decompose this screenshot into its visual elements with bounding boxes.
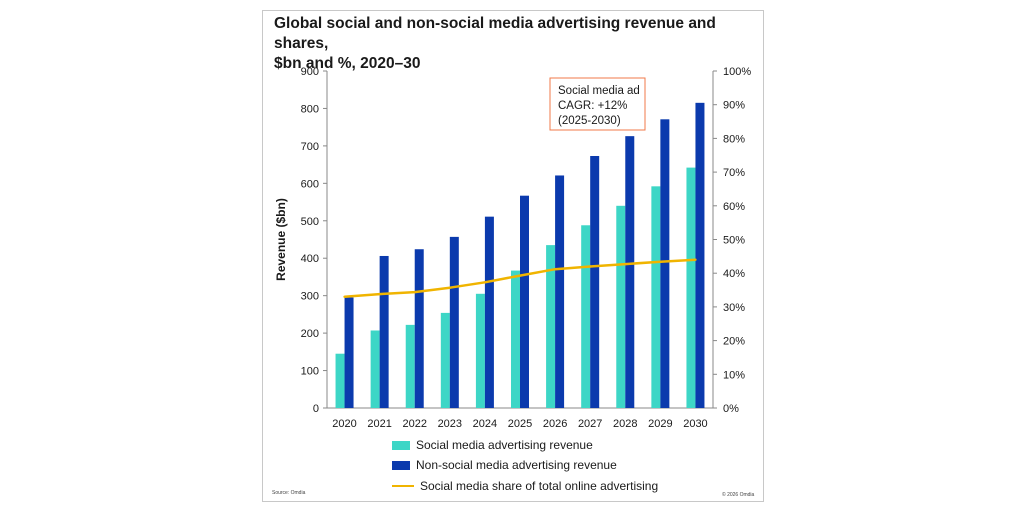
- y-right-tick-label: 20%: [723, 336, 745, 348]
- legend-swatch-non-social: [392, 460, 410, 470]
- cagr-annotation-line: (2025-2030): [558, 115, 621, 127]
- y-left-tick-label: 600: [301, 178, 319, 190]
- bar-non-social-2025: [520, 195, 529, 408]
- y-left-tick-label: 800: [301, 103, 319, 115]
- x-tick-label: 2030: [683, 418, 707, 430]
- point-social-share: [413, 290, 416, 294]
- bar-social-2021: [370, 330, 380, 408]
- y-axis-title: Revenue ($bn): [274, 198, 288, 281]
- chart-card: [262, 10, 764, 502]
- bar-non-social-2028: [625, 136, 635, 409]
- bar-non-social-2026: [555, 175, 565, 408]
- legend-label-non-social: Non-social media advertising revenue: [416, 458, 617, 472]
- bar-non-social-2030: [695, 102, 705, 409]
- bar-social-2026: [546, 245, 556, 408]
- legend-label-share: Social media share of total online adver…: [420, 479, 659, 493]
- y-left-tick-label: 200: [301, 328, 319, 340]
- legend-swatch-share: [392, 485, 414, 487]
- bar-non-social-2027: [590, 155, 600, 408]
- y-left-tick-label: 500: [301, 216, 319, 228]
- point-social-share: [378, 292, 381, 296]
- y-left-tick-label: 700: [301, 141, 319, 153]
- y-right-tick-label: 90%: [723, 100, 745, 112]
- point-social-share: [624, 262, 627, 266]
- bar-social-2024: [475, 293, 485, 408]
- y-right-tick-label: 70%: [723, 167, 745, 179]
- bar-social-2023: [440, 312, 450, 408]
- bar-social-2027: [581, 225, 591, 408]
- bar-social-2022: [405, 324, 415, 408]
- copyright-note: © 2026 Omdia: [722, 492, 755, 498]
- y-left-tick-label: 400: [301, 253, 319, 265]
- bar-non-social-2020: [344, 297, 354, 408]
- x-tick-label: 2021: [367, 418, 391, 430]
- x-tick-label: 2028: [613, 418, 637, 430]
- y-right-tick-label: 30%: [723, 302, 745, 314]
- chart-title-line-1: Global social and non-social media adver…: [274, 15, 716, 52]
- x-tick-label: 2025: [508, 418, 532, 430]
- point-social-share: [659, 260, 662, 263]
- point-social-share: [588, 265, 592, 268]
- bar-social-2028: [616, 205, 626, 408]
- bar-non-social-2029: [660, 119, 670, 408]
- point-social-share: [694, 258, 697, 261]
- y-right-tick-label: 50%: [723, 235, 745, 247]
- y-right-tick-label: 100%: [723, 66, 751, 78]
- y-right-tick-label: 0%: [723, 403, 739, 415]
- y-left-tick-label: 100: [301, 366, 319, 378]
- legend-swatch-social: [392, 440, 410, 450]
- x-tick-label: 2027: [578, 418, 602, 430]
- y-left-tick-label: 900: [301, 66, 319, 78]
- cagr-annotation-line: CAGR: +12%: [558, 100, 627, 112]
- x-tick-label: 2029: [648, 418, 672, 430]
- legend-label-social: Social media advertising revenue: [416, 438, 593, 452]
- bar-non-social-2023: [449, 236, 459, 408]
- x-tick-label: 2020: [332, 418, 356, 430]
- legend-item-non-social: Non-social media advertising revenue: [392, 457, 617, 473]
- y-left-tick-label: 300: [301, 291, 319, 303]
- y-right-tick-label: 60%: [723, 201, 745, 213]
- y-right-tick-label: 40%: [723, 268, 745, 280]
- y-left-tick-label: 0: [313, 403, 319, 415]
- x-tick-label: 2022: [402, 418, 426, 430]
- bar-social-2020: [335, 353, 345, 408]
- point-social-share: [448, 286, 452, 289]
- legend-item-social: Social media advertising revenue: [392, 437, 593, 453]
- legend-item-share: Social media share of total online adver…: [392, 478, 658, 494]
- bar-non-social-2021: [379, 255, 389, 408]
- bar-social-2029: [651, 186, 661, 408]
- point-social-share: [553, 267, 557, 271]
- source-note: Source: Omdia: [272, 490, 306, 496]
- y-right-tick-label: 10%: [723, 369, 745, 381]
- x-tick-label: 2024: [473, 418, 497, 430]
- y-right-tick-label: 80%: [723, 133, 745, 145]
- point-social-share: [483, 281, 487, 284]
- cagr-annotation-line: Social media ad: [558, 85, 640, 97]
- x-tick-label: 2023: [438, 418, 462, 430]
- cagr-annotation-box: [549, 77, 646, 131]
- bar-social-2030: [686, 167, 696, 408]
- bar-non-social-2024: [484, 216, 494, 408]
- point-social-share: [518, 274, 522, 277]
- chart-title-line-2: $bn and %, 2020–30: [274, 55, 421, 72]
- chart-title: Global social and non-social media adver…: [274, 14, 734, 74]
- bar-non-social-2022: [414, 249, 424, 408]
- bar-social-2025: [511, 270, 520, 408]
- x-tick-label: 2026: [543, 418, 567, 430]
- point-social-share: [343, 295, 346, 298]
